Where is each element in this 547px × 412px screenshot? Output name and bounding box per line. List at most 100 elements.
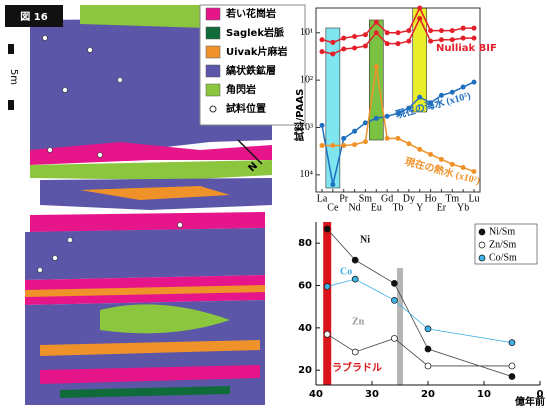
data-point: [320, 143, 325, 148]
data-point: [439, 157, 444, 162]
series-annotation: Co: [340, 266, 352, 277]
data-point: [324, 284, 330, 290]
y-tick-label: 10²: [300, 74, 313, 85]
data-point: [406, 28, 411, 33]
scale-bar: [8, 44, 14, 54]
legend-label: 縞状鉄鉱層: [226, 64, 276, 77]
data-point: [472, 36, 477, 41]
data-point: [385, 114, 390, 119]
data-point: [330, 143, 335, 148]
x-tick-label: Dy: [403, 193, 415, 204]
legend-label: 試料位置: [226, 102, 266, 115]
data-point: [374, 116, 379, 121]
data-point: [461, 26, 466, 31]
legend-swatch: [206, 8, 220, 20]
data-point: [461, 36, 466, 41]
y-tick-label: 10⁴: [300, 169, 314, 180]
data-point: [509, 340, 515, 346]
map-unit: [25, 228, 265, 280]
x-axis-label: 億年前: [515, 395, 545, 408]
data-point: [509, 374, 515, 380]
legend-swatch: [206, 65, 220, 77]
data-point: [450, 28, 455, 33]
legend-label: Ni/Sm: [489, 226, 515, 237]
data-point: [352, 129, 357, 134]
x-tick-label: Ce: [327, 202, 339, 213]
legend-swatch: [206, 46, 220, 58]
series-annotation: Zn: [352, 316, 365, 327]
era-bar: [323, 222, 331, 385]
data-point: [341, 36, 346, 41]
data-point: [320, 123, 325, 128]
data-point: [341, 46, 346, 51]
data-point: [385, 30, 390, 35]
x-tick-label: Yb: [457, 202, 469, 213]
x-tick-label: Y: [416, 202, 423, 213]
era-annotation: ラブラドル: [332, 361, 382, 374]
data-point: [417, 147, 422, 152]
data-point: [396, 41, 401, 46]
x-tick-label: Pr: [339, 193, 349, 204]
data-point: [472, 80, 477, 85]
data-point: [439, 37, 444, 42]
data-point: [374, 20, 379, 25]
series-annotation: Ni: [360, 234, 370, 245]
y-tick-label: 10¹: [300, 27, 313, 38]
data-point: [374, 30, 379, 35]
data-point: [352, 34, 357, 39]
data-point: [374, 64, 379, 69]
legend-marker: [479, 242, 485, 248]
data-point: [428, 28, 433, 33]
data-point: [439, 28, 444, 33]
x-tick-label: Lu: [468, 193, 479, 204]
legend-marker: [210, 106, 216, 112]
x-tick-label: Ho: [424, 193, 436, 204]
data-point: [352, 142, 357, 147]
data-point: [352, 46, 357, 51]
data-point: [450, 37, 455, 42]
data-point: [428, 39, 433, 44]
data-point: [461, 165, 466, 170]
figure: 5m 図 16 N 若い花崗岩Saglek岩脈Uivak片麻岩縞状鉄鉱層角閃岩試…: [0, 0, 547, 412]
data-point: [425, 346, 431, 352]
legend-marker: [479, 229, 485, 235]
data-point: [472, 26, 477, 31]
data-point: [324, 331, 330, 337]
legend-label: Uivak片麻岩: [226, 45, 287, 58]
data-point: [320, 37, 325, 42]
y-axis-label: 試料/PAAS: [293, 89, 306, 142]
data-point: [324, 226, 330, 232]
x-tick-label: La: [317, 193, 328, 204]
data-point: [385, 41, 390, 46]
data-point: [352, 276, 358, 282]
legend-label: Zn/Sm: [489, 239, 516, 250]
data-point: [352, 257, 358, 263]
data-point: [417, 95, 422, 100]
data-point: [425, 363, 431, 369]
x-tick-label: 10: [477, 389, 491, 400]
data-point: [425, 326, 431, 332]
y-tick-label: 20: [298, 365, 312, 376]
data-point: [428, 152, 433, 157]
data-point: [385, 136, 390, 141]
data-point: [341, 143, 346, 148]
data-point: [396, 30, 401, 35]
x-tick-label: Gd: [381, 193, 393, 204]
series-annotation: 現在の海水 (x10⁵): [394, 89, 472, 122]
data-point: [461, 85, 466, 90]
legend-swatch: [206, 84, 220, 96]
data-point: [417, 6, 422, 11]
data-point: [391, 280, 397, 286]
data-point: [363, 32, 368, 37]
scale-bar: [8, 100, 14, 110]
scale-label: 5m: [8, 69, 19, 85]
x-tick-label: 30: [365, 389, 379, 400]
legend-label: Co/Sm: [489, 252, 517, 263]
era-bar: [397, 268, 403, 385]
legend-label: 角閃岩: [226, 83, 256, 96]
x-tick-label: 20: [421, 389, 435, 400]
data-point: [396, 136, 401, 141]
series-annotation: Nulliak BIF: [436, 43, 497, 54]
data-point: [363, 139, 368, 144]
data-point: [330, 40, 335, 45]
